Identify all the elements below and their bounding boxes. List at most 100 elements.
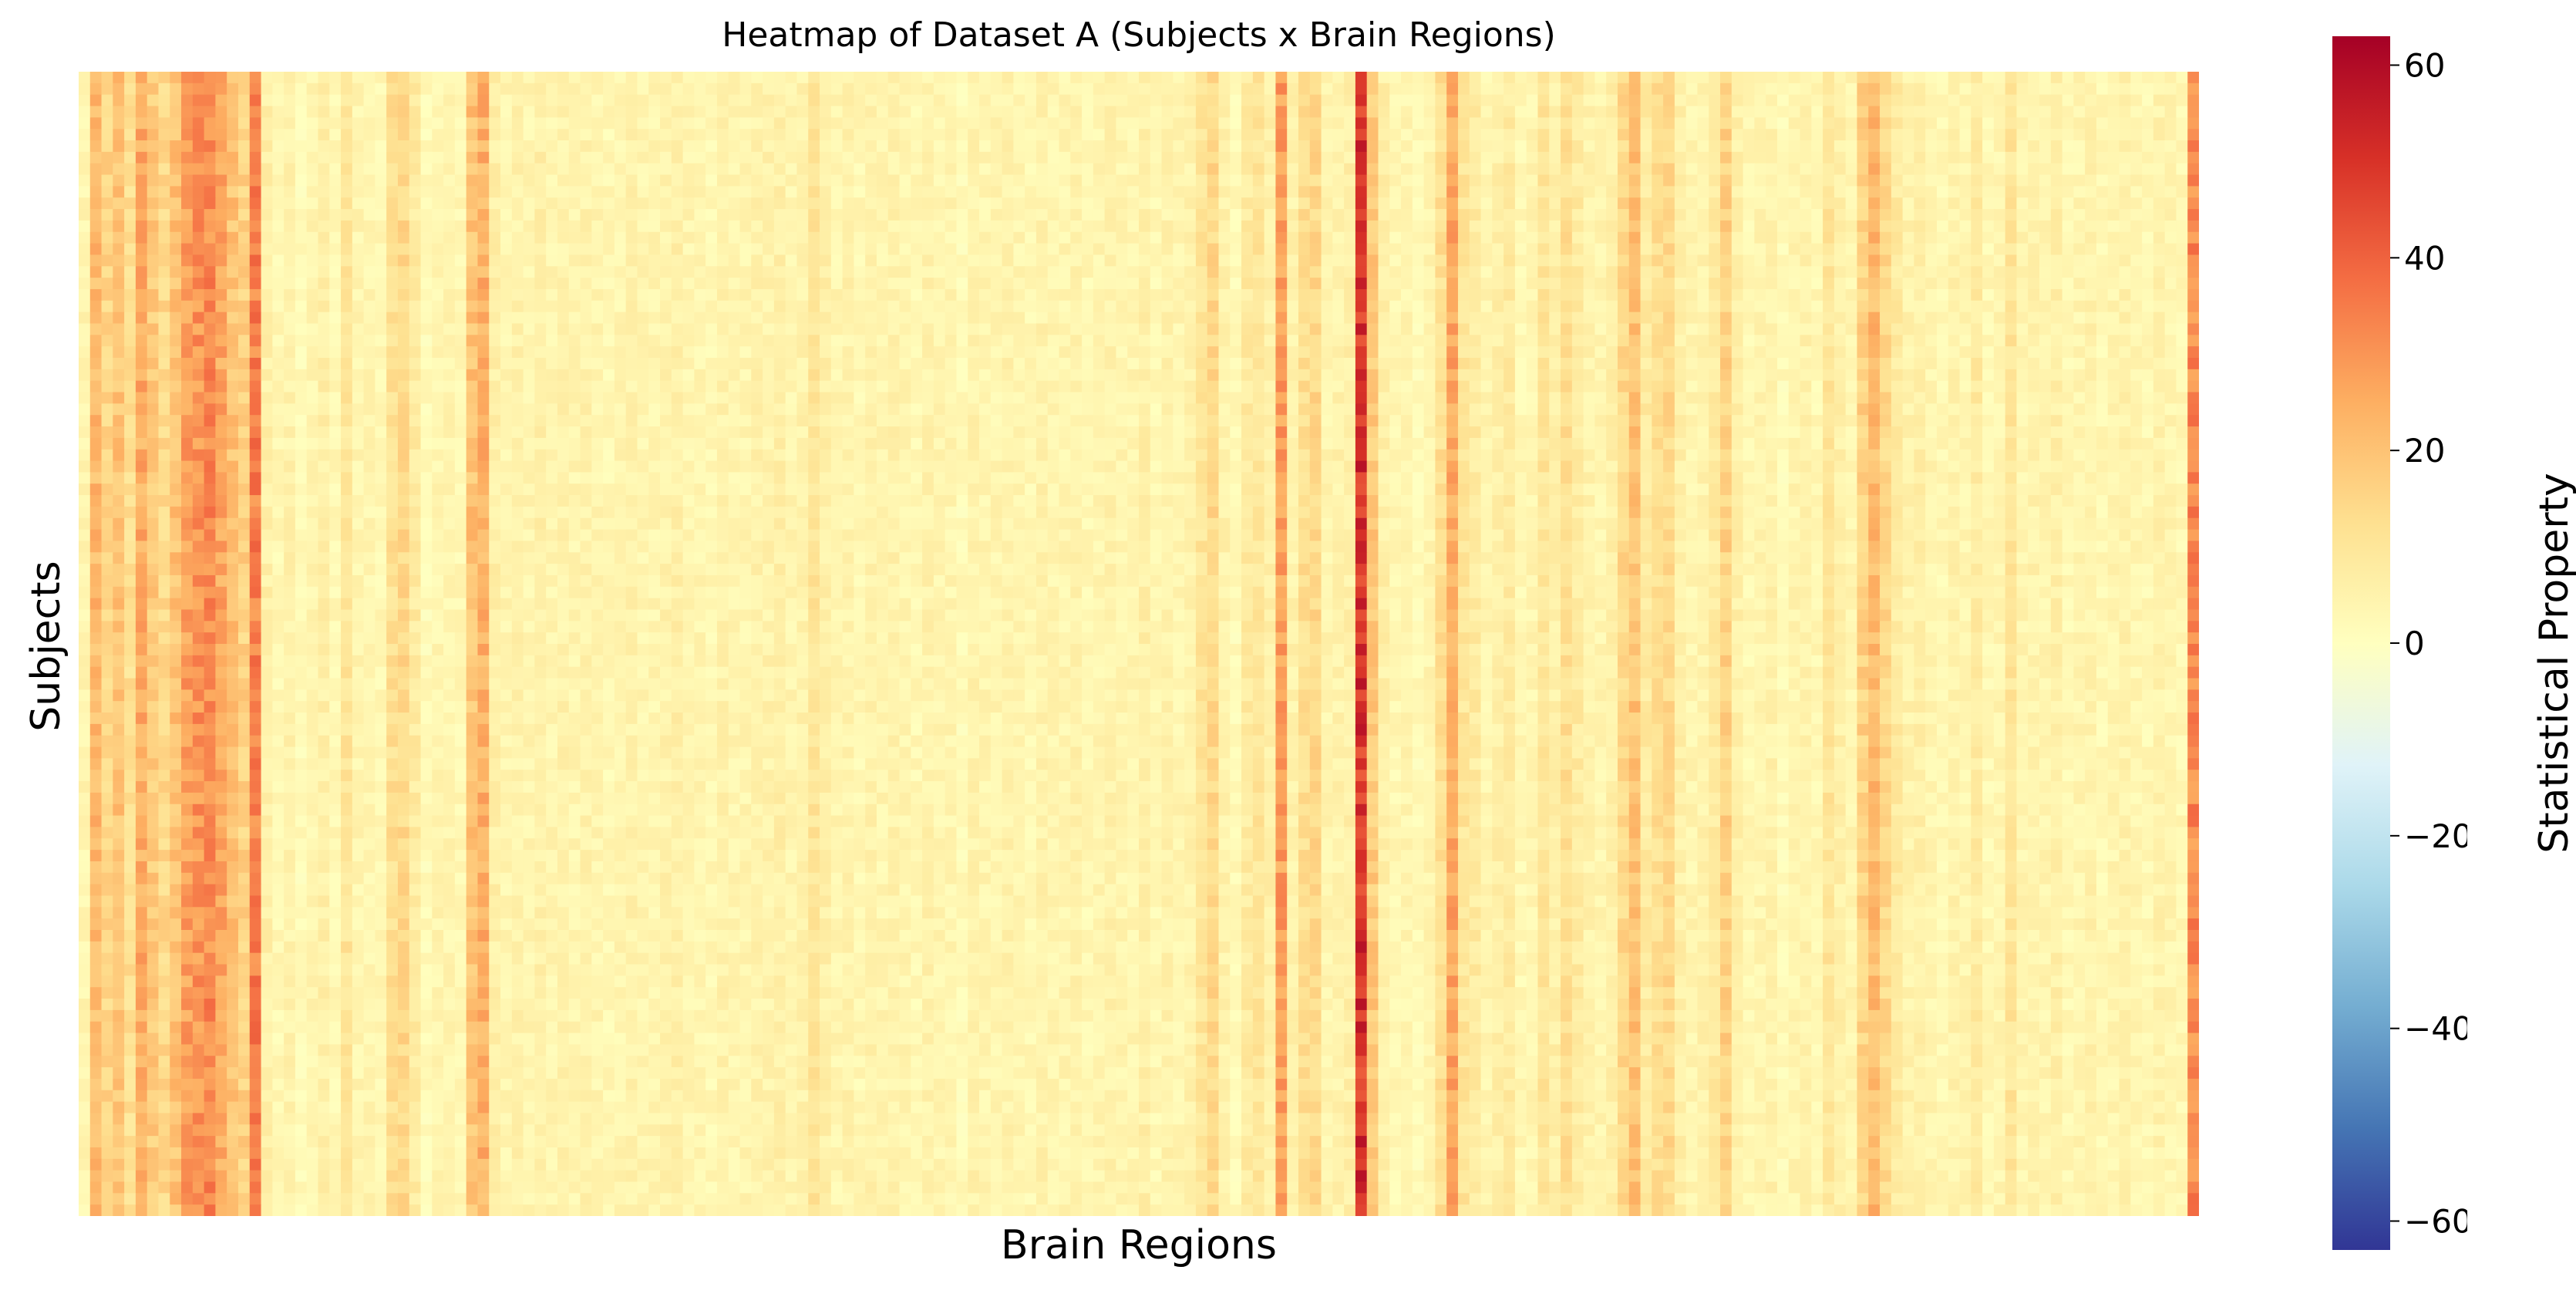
heatmap-cell [1047, 106, 1060, 118]
heatmap-cell [397, 254, 410, 267]
heatmap-cell [1332, 106, 1345, 118]
heatmap-cell [876, 231, 889, 244]
heatmap-cell [1184, 72, 1197, 84]
heatmap-cell [489, 94, 501, 107]
heatmap-cell [1093, 278, 1106, 290]
heatmap-cell [1674, 72, 1687, 84]
heatmap-cell [865, 358, 877, 370]
heatmap-cell [272, 323, 285, 335]
heatmap-cell [1982, 312, 1995, 325]
heatmap-cell [204, 220, 217, 233]
heatmap-cell [911, 231, 923, 244]
heatmap-cell [1480, 220, 1493, 233]
heatmap-cell [637, 140, 649, 153]
heatmap-cell [1640, 278, 1652, 290]
heatmap-cell [1241, 129, 1254, 141]
heatmap-cell [1355, 220, 1368, 233]
heatmap-cell [1925, 346, 1938, 359]
heatmap-cell [432, 83, 444, 96]
heatmap-cell [101, 335, 113, 347]
heatmap-cell [933, 94, 946, 107]
heatmap-cell [1104, 323, 1117, 335]
heatmap-cell [135, 174, 148, 187]
heatmap-cell [763, 106, 775, 118]
heatmap-cell [1606, 163, 1618, 176]
heatmap-cell [1549, 140, 1561, 153]
heatmap-cell [1766, 151, 1778, 164]
heatmap-cell [2085, 266, 2097, 278]
heatmap-cell [1366, 197, 1379, 210]
heatmap-cell [1218, 278, 1231, 290]
heatmap-cell [1150, 220, 1163, 233]
heatmap-cell [306, 220, 319, 233]
heatmap-cell [1754, 278, 1766, 290]
heatmap-cell [1754, 186, 1766, 198]
heatmap-cell [763, 288, 775, 302]
heatmap-cell [1514, 72, 1527, 84]
heatmap-cell [1013, 346, 1025, 359]
heatmap-cell [2039, 243, 2052, 256]
heatmap-cell [1868, 174, 1881, 187]
heatmap-cell [854, 346, 866, 359]
heatmap-cell [158, 220, 170, 233]
heatmap-cell [1993, 278, 2006, 290]
heatmap-cell [876, 254, 889, 267]
heatmap-cell [1173, 243, 1185, 256]
heatmap-cell [1378, 186, 1390, 198]
heatmap-cell [237, 231, 251, 244]
heatmap-cell [1492, 254, 1504, 267]
heatmap-cell [1652, 186, 1664, 198]
heatmap-cell [1948, 72, 1961, 84]
heatmap-cell [1366, 323, 1379, 335]
heatmap-cell [192, 151, 205, 164]
heatmap-cell [1754, 117, 1766, 130]
heatmap-cell [2107, 323, 2120, 335]
heatmap-cell [1834, 346, 1847, 359]
heatmap-cell [1139, 288, 1151, 302]
heatmap-cell [1788, 209, 1801, 221]
heatmap-cell [409, 209, 422, 221]
heatmap-cell [1423, 117, 1436, 130]
heatmap-cell [2096, 346, 2109, 359]
heatmap-cell [568, 243, 581, 256]
heatmap-cell [409, 220, 422, 233]
heatmap-cell [591, 186, 604, 198]
heatmap-cell [1275, 94, 1288, 107]
heatmap-cell [1150, 72, 1163, 84]
heatmap-cell [1526, 278, 1539, 290]
heatmap-cell [580, 288, 592, 302]
heatmap-cell [1776, 266, 1790, 278]
heatmap-cell [648, 209, 661, 221]
heatmap-cell [375, 163, 387, 176]
heatmap-cell [1982, 300, 1995, 313]
heatmap-cell [808, 117, 820, 130]
heatmap-cell [671, 163, 684, 176]
heatmap-cell [1161, 106, 1174, 118]
heatmap-cell [1355, 243, 1368, 256]
heatmap-cell [968, 174, 980, 187]
heatmap-cell [500, 163, 513, 176]
heatmap-cell [1936, 266, 1949, 278]
heatmap-cell [808, 231, 820, 244]
heatmap-cell [1754, 254, 1766, 267]
heatmap-cell [79, 220, 91, 233]
heatmap-cell [1936, 186, 1949, 198]
heatmap-cell [2005, 209, 2018, 221]
heatmap-cell [716, 323, 729, 335]
heatmap-cell [2028, 278, 2040, 290]
heatmap-cell [1617, 369, 1630, 382]
heatmap-cell [1857, 323, 1869, 335]
heatmap-cell [716, 151, 729, 164]
heatmap-cell [682, 72, 695, 84]
heatmap-cell [876, 117, 889, 130]
heatmap-cell [1230, 266, 1242, 278]
heatmap-cell [477, 312, 490, 325]
heatmap-cell [318, 323, 330, 335]
heatmap-cell [113, 358, 125, 370]
heatmap-cell [1766, 288, 1778, 302]
heatmap-cell [146, 288, 160, 302]
heatmap-cell [397, 288, 410, 302]
heatmap-cell [694, 346, 706, 359]
heatmap-cell [375, 174, 387, 187]
heatmap-cell [1230, 220, 1242, 233]
